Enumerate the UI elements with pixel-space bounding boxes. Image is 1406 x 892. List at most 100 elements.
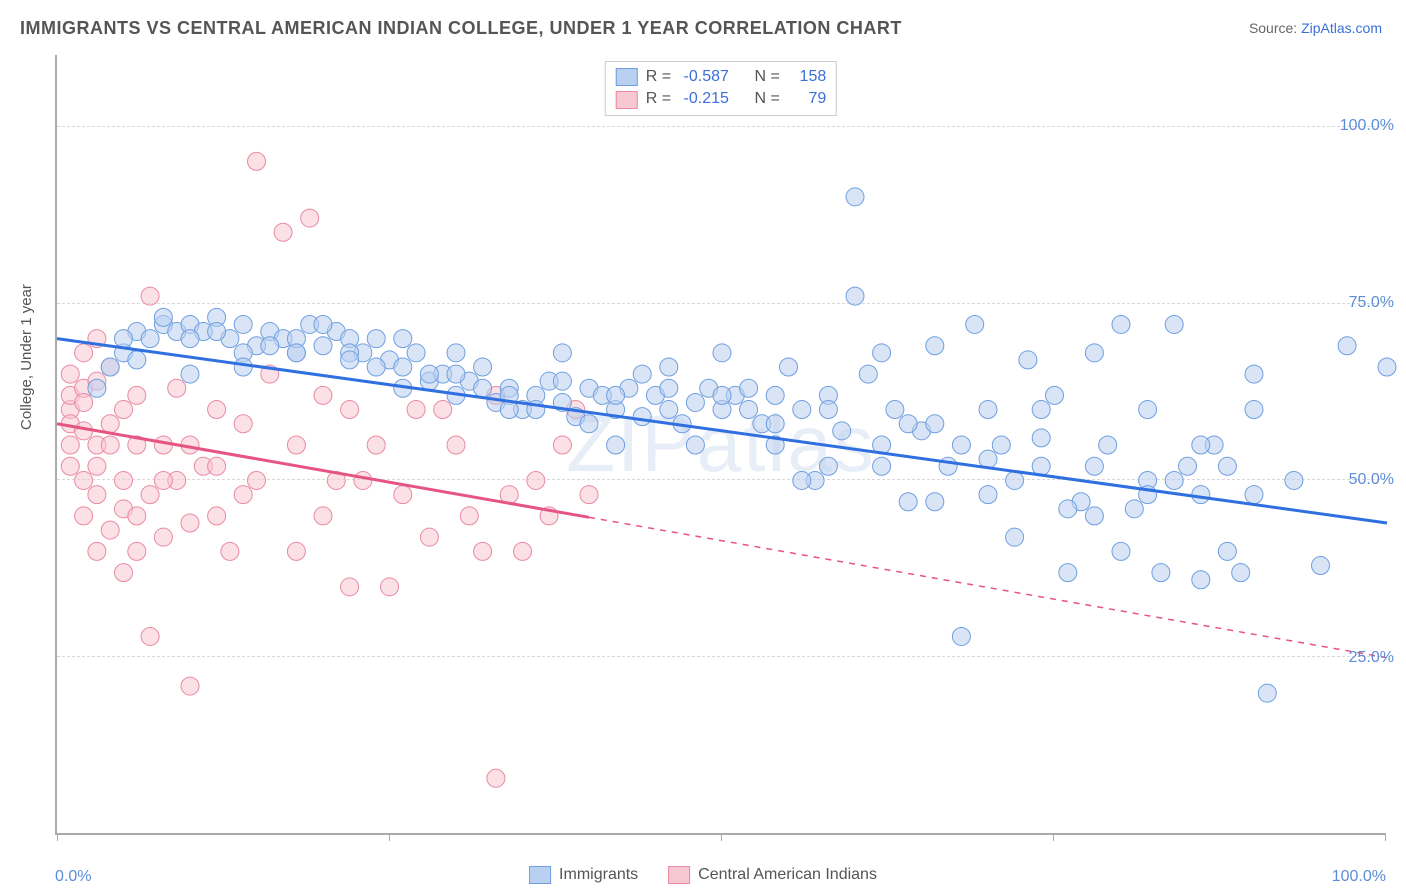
data-point <box>979 486 997 504</box>
data-point <box>221 542 239 560</box>
data-point <box>75 344 93 362</box>
x-tick <box>1053 833 1054 841</box>
data-point <box>686 393 704 411</box>
x-tick <box>57 833 58 841</box>
data-point <box>553 436 571 454</box>
data-point <box>713 344 731 362</box>
data-point <box>1006 528 1024 546</box>
data-point <box>208 507 226 525</box>
data-point <box>88 457 106 475</box>
data-point <box>75 507 93 525</box>
data-point <box>61 436 79 454</box>
trend-line-dashed <box>589 517 1387 657</box>
data-point <box>154 471 172 489</box>
data-point <box>660 358 678 376</box>
data-point <box>1085 507 1103 525</box>
data-point <box>287 542 305 560</box>
x-tick-label-max: 100.0% <box>1332 868 1386 886</box>
data-point <box>141 486 159 504</box>
data-point <box>101 358 119 376</box>
data-point <box>341 401 359 419</box>
data-point <box>234 358 252 376</box>
data-point <box>394 330 412 348</box>
y-tick-label: 75.0% <box>1349 294 1394 312</box>
data-point <box>234 415 252 433</box>
data-point <box>553 344 571 362</box>
data-point <box>61 365 79 383</box>
data-point <box>208 323 226 341</box>
data-point <box>873 457 891 475</box>
data-point <box>633 408 651 426</box>
data-point <box>381 578 399 596</box>
data-point <box>819 457 837 475</box>
data-point <box>1046 386 1064 404</box>
data-point <box>846 287 864 305</box>
data-point <box>394 358 412 376</box>
correlation-chart: IMMIGRANTS VS CENTRAL AMERICAN INDIAN CO… <box>0 0 1406 892</box>
data-point <box>248 152 266 170</box>
data-point <box>314 386 332 404</box>
data-point <box>487 769 505 787</box>
data-point <box>1032 457 1050 475</box>
data-point <box>780 358 798 376</box>
data-point <box>1245 486 1263 504</box>
data-point <box>274 223 292 241</box>
data-point <box>420 528 438 546</box>
data-point <box>1192 436 1210 454</box>
data-point <box>1285 471 1303 489</box>
data-point <box>1258 684 1276 702</box>
data-point <box>1125 500 1143 518</box>
data-point <box>341 351 359 369</box>
data-point <box>979 401 997 419</box>
chart-title: IMMIGRANTS VS CENTRAL AMERICAN INDIAN CO… <box>20 18 902 39</box>
data-point <box>952 627 970 645</box>
data-point <box>952 436 970 454</box>
data-point <box>301 209 319 227</box>
data-point <box>819 401 837 419</box>
trend-line-solid <box>57 339 1387 523</box>
data-point <box>181 330 199 348</box>
data-point <box>474 542 492 560</box>
data-point <box>75 393 93 411</box>
data-point <box>141 627 159 645</box>
source-link[interactable]: ZipAtlas.com <box>1301 20 1382 36</box>
data-point <box>1006 471 1024 489</box>
data-point <box>261 337 279 355</box>
data-point <box>766 386 784 404</box>
data-point <box>168 379 186 397</box>
data-point <box>926 415 944 433</box>
data-point <box>154 308 172 326</box>
data-point <box>793 471 811 489</box>
data-point <box>527 471 545 489</box>
data-point <box>1085 344 1103 362</box>
data-point <box>1112 542 1130 560</box>
data-point <box>580 415 598 433</box>
data-point <box>128 351 146 369</box>
data-point <box>1192 571 1210 589</box>
y-tick-label: 100.0% <box>1340 117 1394 135</box>
data-point <box>88 486 106 504</box>
data-point <box>766 415 784 433</box>
data-point <box>115 401 133 419</box>
x-tick <box>1385 833 1386 841</box>
y-axis-label: College, Under 1 year <box>18 284 35 430</box>
data-point <box>607 436 625 454</box>
legend-item: Immigrants <box>529 866 638 884</box>
x-tick <box>721 833 722 841</box>
data-point <box>660 379 678 397</box>
data-point <box>833 422 851 440</box>
source-attribution: Source: ZipAtlas.com <box>1249 20 1382 36</box>
data-point <box>1338 337 1356 355</box>
x-tick-label-min: 0.0% <box>55 868 91 886</box>
data-point <box>234 486 252 504</box>
data-point <box>1378 358 1396 376</box>
data-point <box>1245 365 1263 383</box>
data-point <box>580 486 598 504</box>
data-point <box>1165 315 1183 333</box>
data-point <box>1165 471 1183 489</box>
legend-label: Immigrants <box>559 866 638 884</box>
data-point <box>660 401 678 419</box>
legend-item: Central American Indians <box>668 866 877 884</box>
data-point <box>181 514 199 532</box>
data-point <box>966 315 984 333</box>
